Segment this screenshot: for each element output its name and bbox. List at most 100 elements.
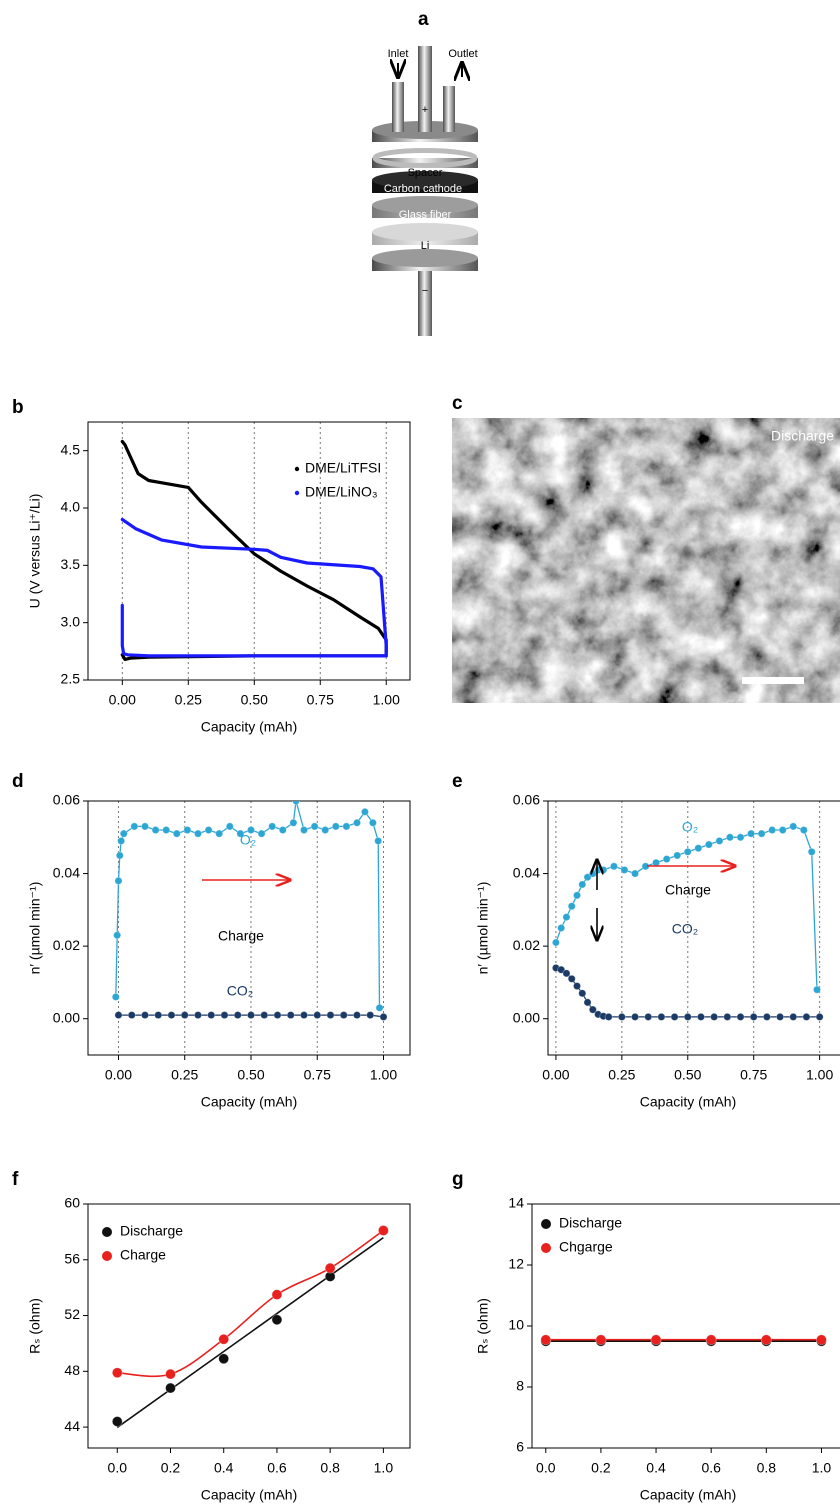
y-tick-label: 2.5 <box>61 671 81 687</box>
x-tick-label: 0.25 <box>171 1067 198 1083</box>
point <box>812 985 821 994</box>
point <box>540 1334 552 1346</box>
cell-diagram: Inlet Outlet + Spacer Carbon cathode Gla… <box>372 46 478 336</box>
point <box>588 1005 597 1014</box>
point <box>578 880 587 889</box>
annotation: Charge <box>665 882 711 898</box>
panel-label: e <box>452 771 463 792</box>
y-tick-label: 6 <box>516 1439 524 1455</box>
point <box>704 840 713 849</box>
y-tick-label: 3.5 <box>61 556 81 572</box>
y-tick-label: 0.04 <box>513 864 540 880</box>
point <box>375 1003 384 1012</box>
point <box>557 965 566 974</box>
point <box>127 1011 136 1020</box>
point <box>165 1382 176 1394</box>
point <box>299 1011 308 1020</box>
x-tick-label: 1.0 <box>812 1460 832 1476</box>
point <box>140 822 149 831</box>
point <box>130 822 139 831</box>
point <box>644 1012 653 1021</box>
panel-label: a <box>418 9 429 30</box>
point <box>271 1289 283 1301</box>
point <box>815 1012 824 1021</box>
point <box>789 822 798 831</box>
y-tick-label: 0.02 <box>53 937 80 953</box>
point <box>204 826 213 835</box>
x-tick-label: 0.0 <box>536 1460 556 1476</box>
disc <box>372 223 478 241</box>
point <box>111 992 120 1001</box>
y-tick-label: 14 <box>508 1195 524 1211</box>
plot-area <box>120 439 388 661</box>
point <box>673 851 682 860</box>
legend-marker <box>541 1243 551 1253</box>
x-tick-label: 0.75 <box>740 1067 767 1083</box>
point <box>657 1012 666 1021</box>
point <box>215 829 224 838</box>
label: + <box>422 104 428 116</box>
point <box>631 869 640 878</box>
point <box>650 1334 662 1346</box>
point <box>705 1334 717 1346</box>
x-tick-label: 0.2 <box>591 1460 611 1476</box>
point <box>368 818 377 827</box>
rod <box>418 262 432 336</box>
point <box>749 1012 758 1021</box>
point <box>331 822 340 831</box>
point <box>776 1012 785 1021</box>
point <box>193 829 202 838</box>
y-tick-label: 60 <box>64 1195 80 1211</box>
point <box>324 1262 336 1274</box>
y-axis-title: Rₛ (ohm) <box>475 1298 491 1354</box>
point <box>117 836 126 845</box>
y-tick-label: 44 <box>64 1418 80 1434</box>
series-line <box>120 517 388 658</box>
x-tick-label: 0.2 <box>161 1460 181 1476</box>
y-tick-label: 12 <box>508 1256 524 1272</box>
chart: 0.00 0.25 0.50 0.75 1.00 0.00 0.02 0.04 0.06 Capa… <box>475 792 840 1110</box>
point <box>154 1011 163 1020</box>
x-tick-label: 1.00 <box>370 1067 397 1083</box>
point <box>233 1011 242 1020</box>
point <box>567 974 576 983</box>
point <box>578 989 587 998</box>
chart: 0.00 0.25 0.50 0.75 1.00 2.5 3.0 3.5 4.0 4.5 Capac… <box>27 421 411 735</box>
y-tick-label: 0.04 <box>53 864 80 880</box>
x-tick-label: 0.6 <box>267 1460 287 1476</box>
point <box>807 847 816 856</box>
x-tick-label: 0.0 <box>108 1460 128 1476</box>
x-axis-title: Capacity (mAh) <box>201 1094 297 1110</box>
x-tick-label: 0.50 <box>674 1067 701 1083</box>
point <box>218 1353 230 1365</box>
point <box>352 1011 361 1020</box>
label: Li <box>421 240 430 252</box>
point <box>583 873 592 882</box>
disc <box>372 196 478 214</box>
y-tick-label: 52 <box>64 1306 80 1322</box>
point <box>271 1314 283 1326</box>
point <box>683 847 692 856</box>
image-label: Discharge <box>771 428 834 444</box>
point <box>662 855 671 864</box>
point <box>165 1368 176 1380</box>
y-axis-title: Rₛ (ohm) <box>27 1298 43 1354</box>
point <box>551 938 560 947</box>
x-tick-label: 0.8 <box>320 1460 340 1476</box>
axes-frame <box>547 800 840 1056</box>
point <box>617 1012 626 1021</box>
point <box>342 822 351 831</box>
point <box>710 1012 719 1021</box>
label: − <box>422 285 428 297</box>
point <box>736 1012 745 1021</box>
point <box>289 818 298 827</box>
x-tick-label: 0.00 <box>542 1067 569 1083</box>
point <box>167 1011 176 1020</box>
x-tick-label: 0.25 <box>175 692 202 708</box>
label: Outlet <box>448 48 477 60</box>
point <box>609 862 618 871</box>
fit-line <box>116 1236 384 1429</box>
point <box>111 1416 123 1427</box>
point <box>246 1011 255 1020</box>
point <box>789 1012 798 1021</box>
